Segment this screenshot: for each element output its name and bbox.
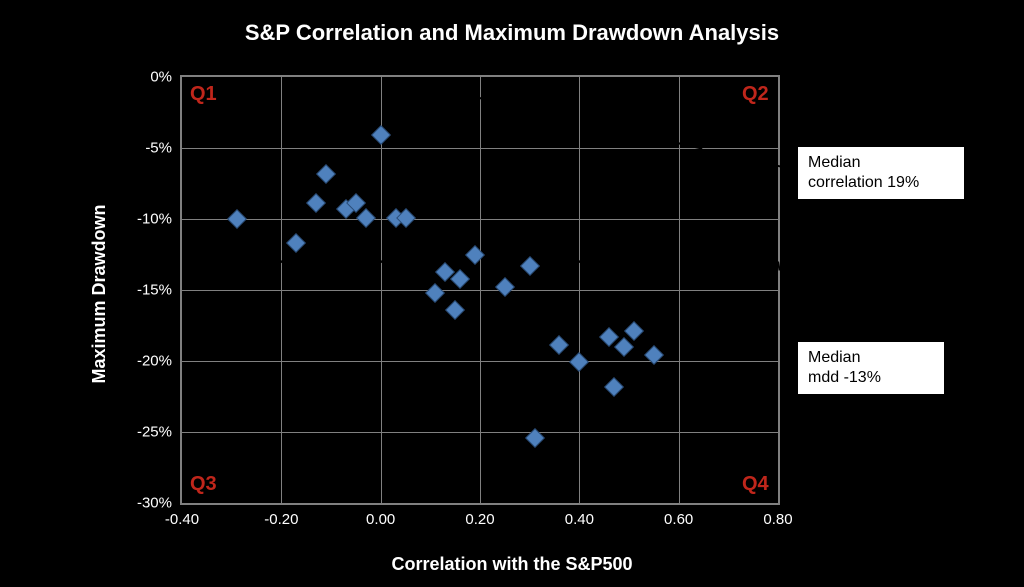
data-point — [465, 245, 485, 265]
y-tick-label: -10% — [112, 211, 172, 228]
chart-container: S&P Correlation and Maximum Drawdown Ana… — [0, 0, 1024, 587]
data-point — [495, 277, 515, 297]
y-tick-label: 0% — [112, 69, 172, 86]
data-point — [624, 321, 644, 341]
gridline-horizontal — [182, 432, 778, 433]
y-tick-label: -15% — [112, 282, 172, 299]
x-tick-label: -0.20 — [264, 511, 298, 528]
annotation-median-correlation: Median correlation 19% — [796, 145, 966, 201]
data-point — [550, 335, 570, 355]
data-point — [644, 345, 664, 365]
annotation-median-drawdown: Median mdd -13% — [796, 340, 946, 396]
quadrant-label-q4: Q4 — [742, 473, 769, 496]
gridline-horizontal — [182, 148, 778, 149]
x-tick-label: -0.40 — [165, 511, 199, 528]
gridline-horizontal — [182, 219, 778, 220]
data-point — [286, 233, 306, 253]
chart-title: S&P Correlation and Maximum Drawdown Ana… — [0, 20, 1024, 46]
y-axis-label: Maximum Drawdown — [89, 204, 110, 383]
data-point — [425, 283, 445, 303]
x-tick-label: 0.60 — [664, 511, 693, 528]
data-point — [599, 327, 619, 347]
quadrant-label-q1: Q1 — [190, 83, 217, 106]
data-point — [614, 337, 634, 357]
quadrant-label-q3: Q3 — [190, 473, 217, 496]
data-point — [386, 208, 406, 228]
data-point — [306, 193, 326, 213]
plot-area: -0.40-0.200.000.200.400.600.800%-5%-10%-… — [180, 75, 780, 505]
data-point — [356, 208, 376, 228]
data-point — [435, 262, 455, 282]
x-axis-label: Correlation with the S&P500 — [0, 554, 1024, 575]
gridline-horizontal — [182, 290, 778, 291]
data-point — [604, 377, 624, 397]
data-point — [316, 164, 336, 184]
x-tick-label: 0.20 — [465, 511, 494, 528]
y-tick-label: -30% — [112, 495, 172, 512]
y-tick-label: -25% — [112, 424, 172, 441]
x-tick-label: 0.40 — [565, 511, 594, 528]
x-tick-label: 0.80 — [763, 511, 792, 528]
y-tick-label: -5% — [112, 140, 172, 157]
x-tick-label: 0.00 — [366, 511, 395, 528]
data-point — [336, 199, 356, 219]
data-point — [525, 428, 545, 448]
data-point — [445, 300, 465, 320]
data-point — [520, 256, 540, 276]
data-point — [396, 208, 416, 228]
gridline-horizontal — [182, 361, 778, 362]
data-point — [450, 269, 470, 289]
y-tick-label: -20% — [112, 353, 172, 370]
quadrant-label-q2: Q2 — [742, 83, 769, 106]
data-point — [346, 193, 366, 213]
